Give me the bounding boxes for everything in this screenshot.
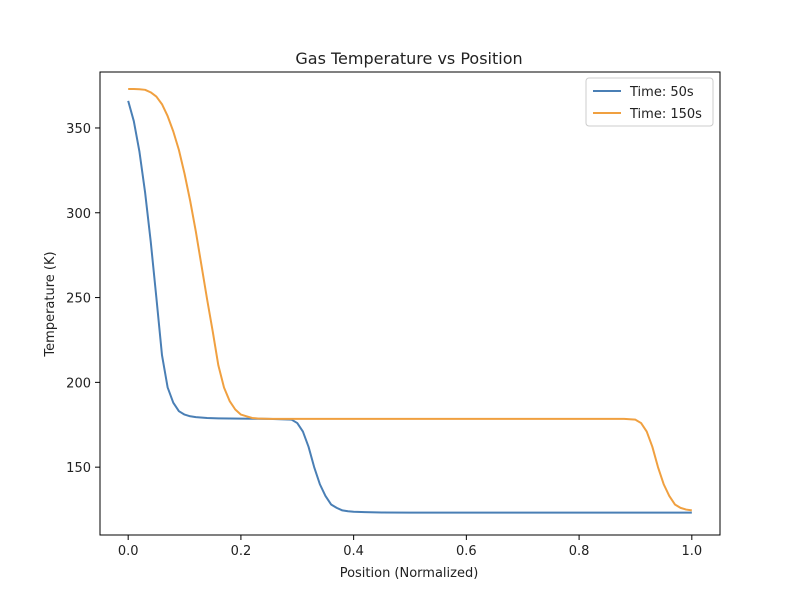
y-axis-label: Temperature (K) [43,251,58,357]
plot-area: 0.0 0.2 0.4 0.6 0.8 1.0 150 200 250 300 350 [66,71,721,559]
x-tick-label: 1.0 [681,544,702,559]
x-tick-label: 0.4 [343,544,364,559]
chart-title: Gas Temperature vs Position [295,49,522,68]
x-tick-label: 0.2 [231,544,252,559]
series-line-1 [127,100,692,514]
legend: Time: 50s Time: 150s [585,77,714,127]
y-tick-label: 250 [66,292,91,307]
series-line-2 [128,87,692,512]
x-tick-label: 0.8 [569,544,590,559]
x-tick-label: 0.0 [118,544,139,559]
x-tick-label: 0.6 [456,544,477,559]
y-tick-label: 350 [66,122,91,137]
x-axis-label: Position (Normalized) [340,566,479,581]
legend-label-1: Time: 50s [629,85,694,100]
legend-label-2: Time: 150s [629,107,702,122]
axes-frame [99,71,721,536]
y-tick-label: 300 [66,207,91,222]
y-tick-label: 200 [66,376,91,391]
y-tick-label: 150 [66,461,91,476]
